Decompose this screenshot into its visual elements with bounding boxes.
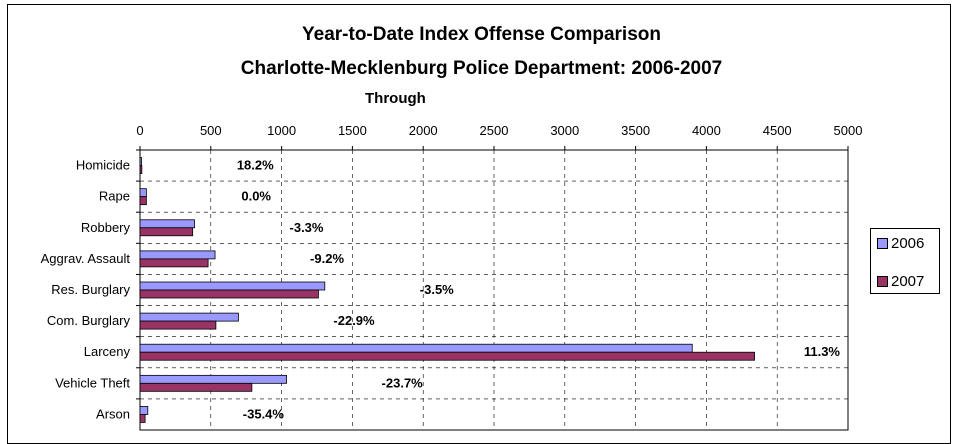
- x-tick-label: 4500: [763, 123, 792, 138]
- percent-change-label: -3.3%: [290, 220, 324, 235]
- x-tick-label: 1000: [267, 123, 296, 138]
- y-tick-label: Arson: [96, 406, 130, 421]
- bar-2007: [139, 196, 147, 206]
- bar-2007: [139, 382, 253, 392]
- y-tick-label: Com. Burglary: [47, 313, 131, 328]
- bar-2006: [139, 250, 216, 260]
- y-tick-label: Robbery: [81, 220, 131, 235]
- x-tick-label: 5000: [834, 123, 863, 138]
- chart-subtitle: Charlotte-Mecklenburg Police Department:…: [240, 58, 723, 79]
- x-tick-label: 0: [136, 123, 143, 138]
- bar-2006: [139, 406, 149, 415]
- bar-2006: [139, 343, 693, 353]
- legend-label-2007: 2007: [891, 273, 925, 290]
- legend-label-2006: 2006: [891, 235, 925, 252]
- bar-2006: [139, 312, 239, 322]
- y-tick-label: Aggrav. Assault: [41, 251, 131, 266]
- bar-2006: [139, 281, 326, 291]
- x-tick-label: 500: [200, 123, 222, 138]
- bar-2007: [139, 351, 755, 361]
- x-tick-label: 2500: [480, 123, 509, 138]
- legend-swatch-2007: [877, 276, 888, 287]
- bar-2007: [139, 258, 209, 268]
- bar-2007: [139, 414, 146, 423]
- y-tick-label: Homicide: [76, 158, 130, 173]
- bar-2006: [139, 219, 195, 229]
- bar-2006: [139, 188, 147, 198]
- bar-2007: [139, 227, 194, 237]
- x-tick-label: 3500: [621, 123, 650, 138]
- percent-change-label: -23.7%: [382, 375, 424, 390]
- y-tick-label: Larceny: [84, 344, 131, 359]
- percent-change-label: -9.2%: [310, 251, 344, 266]
- bar-2006: [139, 157, 142, 166]
- chart-subtitle-through: Through: [365, 90, 426, 107]
- bar-2007: [139, 320, 217, 330]
- x-tick-label: 1500: [338, 123, 367, 138]
- percent-change-label: -35.4%: [243, 406, 285, 421]
- y-tick-label: Rape: [99, 189, 130, 204]
- x-tick-label: 3000: [550, 123, 579, 138]
- legend-swatch-2006: [877, 238, 888, 249]
- percent-change-label: -22.9%: [333, 313, 375, 328]
- legend: 2006 2007: [870, 228, 940, 294]
- percent-change-label: -3.5%: [420, 282, 454, 297]
- legend-item-2006: 2006: [877, 235, 924, 252]
- percent-change-label: 18.2%: [237, 158, 274, 173]
- y-tick-label: Vehicle Theft: [55, 375, 130, 390]
- bar-2007: [139, 165, 143, 174]
- percent-change-label: 0.0%: [241, 189, 271, 204]
- x-tick-label: 2000: [409, 123, 438, 138]
- bar-2007: [139, 289, 319, 299]
- percent-change-label: 11.3%: [804, 344, 841, 359]
- bar-2006: [139, 374, 287, 384]
- chart-title: Year-to-Date Index Offense Comparison: [302, 24, 661, 45]
- x-tick-label: 4000: [692, 123, 721, 138]
- y-tick-label: Res. Burglary: [51, 282, 130, 297]
- legend-item-2007: 2007: [877, 273, 924, 290]
